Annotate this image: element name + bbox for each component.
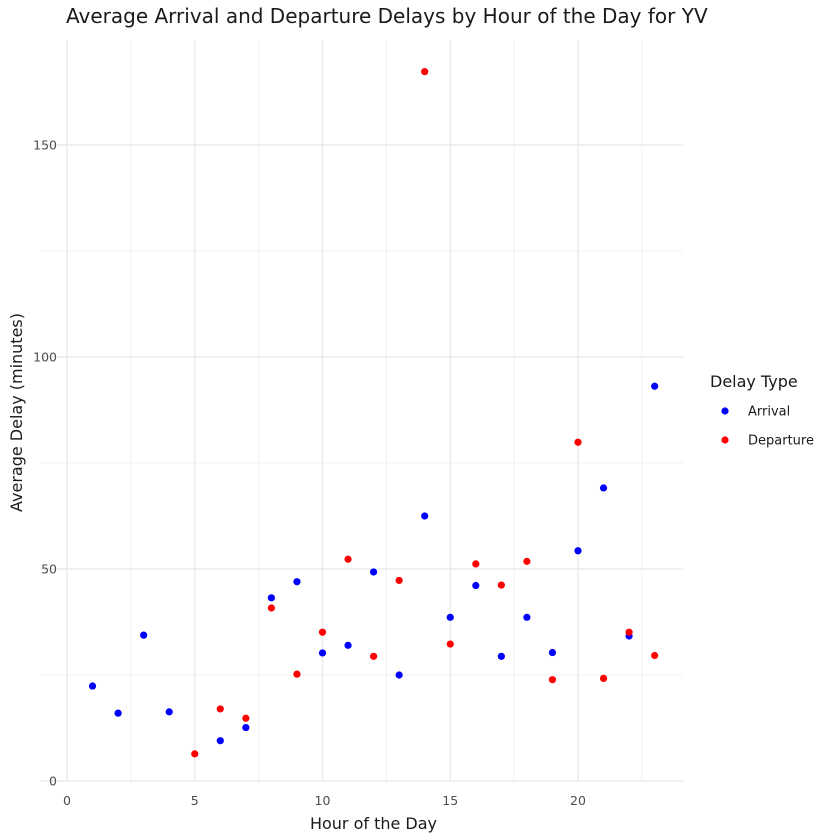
x-tick-label: 10 [315, 793, 331, 808]
point-departure [191, 750, 199, 758]
legend-key-departure [721, 436, 729, 444]
point-departure [242, 714, 250, 722]
y-tick-label: 100 [33, 350, 57, 365]
point-arrival [446, 613, 454, 621]
point-arrival [523, 613, 531, 621]
x-tick-label: 15 [442, 793, 458, 808]
data-points [88, 68, 659, 758]
y-tick-label: 0 [49, 774, 57, 789]
point-departure [267, 604, 275, 612]
point-arrival [318, 649, 327, 657]
point-arrival [548, 648, 557, 657]
legend-key-arrival [721, 407, 729, 415]
x-tick-label: 0 [63, 793, 71, 808]
point-departure [421, 68, 429, 76]
point-departure [318, 628, 327, 636]
x-tick-label: 20 [570, 793, 586, 808]
legend-title: Delay Type [710, 372, 798, 391]
point-departure [574, 438, 582, 446]
y-axis-tick-labels: 0 50 100 150 [33, 138, 57, 789]
point-departure [395, 576, 403, 585]
point-departure [446, 640, 454, 648]
point-arrival [344, 641, 352, 649]
point-departure [625, 628, 633, 636]
minor-gridlines [40, 40, 683, 781]
point-arrival [574, 547, 582, 555]
legend-label-arrival: Arrival [748, 405, 790, 420]
y-tick-label: 150 [33, 138, 57, 153]
point-arrival [472, 581, 480, 590]
point-arrival [421, 512, 429, 520]
point-arrival [88, 682, 97, 690]
point-arrival [651, 382, 659, 390]
point-arrival [165, 708, 173, 716]
point-departure [293, 670, 301, 678]
point-departure [523, 557, 531, 565]
point-arrival [395, 671, 403, 679]
legend-label-departure: Departure [748, 434, 814, 449]
point-departure [472, 560, 480, 568]
x-axis-title: Hour of the Day [310, 814, 437, 833]
point-arrival [267, 594, 275, 602]
legend: Delay Type Arrival Departure [710, 372, 814, 449]
point-arrival [293, 578, 301, 586]
point-arrival [497, 652, 505, 660]
y-axis-title: Average Delay (minutes) [7, 313, 26, 512]
major-gridlines [40, 40, 683, 782]
point-departure [599, 674, 608, 682]
point-arrival [599, 484, 608, 492]
y-tick-label: 50 [41, 562, 57, 577]
point-arrival [114, 709, 122, 717]
point-arrival [140, 631, 148, 639]
x-axis-tick-labels: 0 5 10 15 20 [63, 793, 586, 808]
chart-title: Average Arrival and Departure Delays by … [66, 4, 708, 28]
x-tick-label: 5 [191, 793, 199, 808]
point-departure [370, 652, 378, 660]
point-departure [548, 676, 557, 684]
point-departure [497, 581, 505, 589]
point-departure [344, 555, 352, 563]
point-departure [216, 705, 224, 713]
point-arrival [216, 737, 224, 745]
point-arrival [370, 568, 378, 576]
point-departure [651, 651, 659, 660]
point-arrival [242, 723, 250, 732]
